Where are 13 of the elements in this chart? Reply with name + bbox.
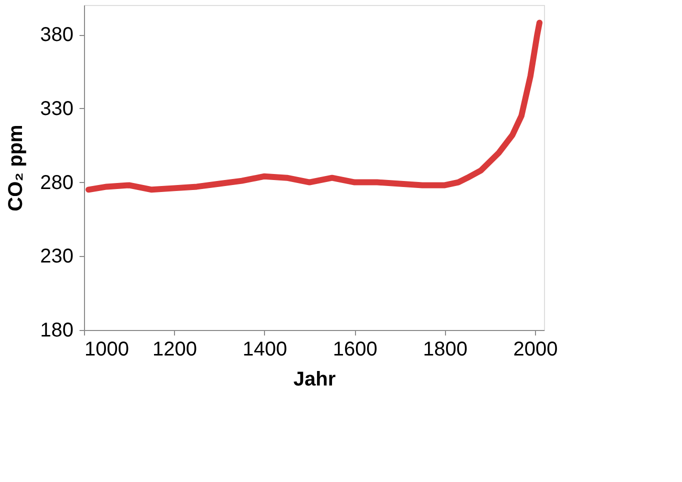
y-tick-label: 330 — [40, 98, 74, 120]
x-tick-label: 1600 — [332, 338, 378, 360]
x-tick-label: 1200 — [152, 338, 197, 360]
x-tick-label: 1800 — [423, 338, 468, 360]
y-tick-label: 380 — [40, 24, 74, 46]
y-tick-label: 180 — [40, 320, 74, 342]
x-tick-label: 1000 — [84, 338, 129, 360]
x-axis-title: Jahr — [293, 368, 336, 390]
y-axis-title: CO₂ ppm — [5, 124, 28, 212]
y-tick-label: 280 — [40, 172, 74, 194]
x-tick-label: 2000 — [513, 338, 558, 360]
x-tick-label: 1400 — [242, 338, 288, 360]
y-tick-label: 230 — [40, 246, 74, 268]
